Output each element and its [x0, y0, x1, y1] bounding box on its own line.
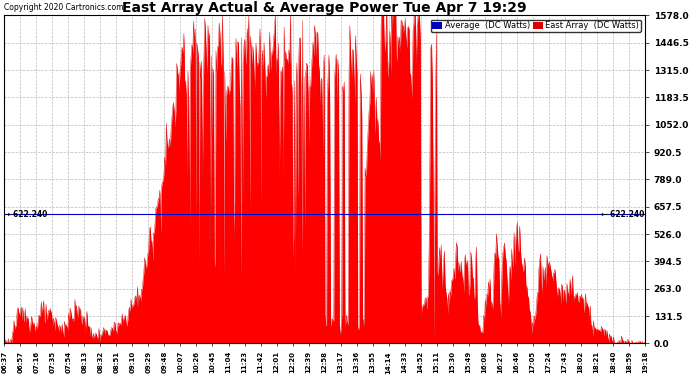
Legend: Average  (DC Watts), East Array  (DC Watts): Average (DC Watts), East Array (DC Watts… [431, 20, 640, 32]
Title: East Array Actual & Average Power Tue Apr 7 19:29: East Array Actual & Average Power Tue Ap… [122, 2, 527, 15]
Text: Copyright 2020 Cartronics.com: Copyright 2020 Cartronics.com [4, 3, 124, 12]
Text: ← 622.240: ← 622.240 [601, 210, 644, 219]
Text: → 622.240: → 622.240 [4, 210, 48, 219]
